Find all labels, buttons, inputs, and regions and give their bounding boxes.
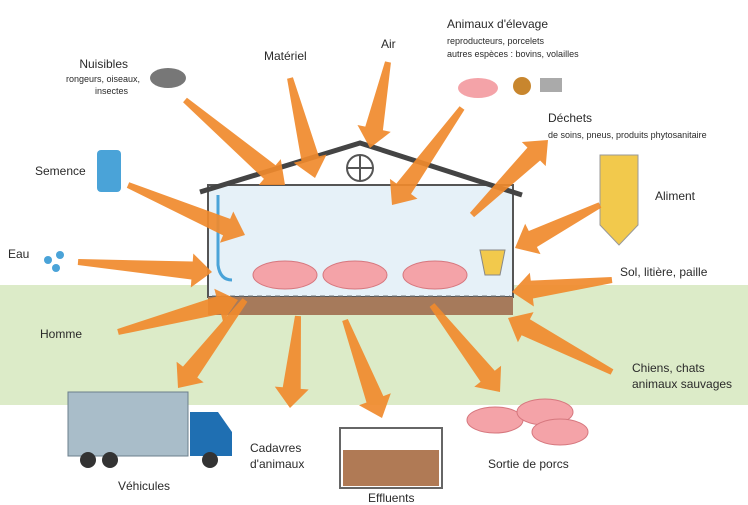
details: de soins, pneus, produits phytosanitaire (548, 130, 707, 140)
label: Aliment (655, 189, 696, 203)
eau-icon (44, 251, 64, 272)
feeder (480, 250, 505, 275)
arrow (78, 254, 212, 288)
details: reproducteurs, porcelets (447, 36, 545, 46)
label: Chiens, chats (632, 361, 705, 375)
label: Nuisibles (79, 57, 128, 71)
details: d'animaux (250, 457, 304, 471)
arrow (515, 202, 601, 254)
label: Homme (40, 327, 82, 341)
label: Déchets (548, 111, 592, 125)
page: {"nuisibles": {"label": "Nuisibles", "de… (0, 0, 748, 505)
label: Air (381, 37, 396, 51)
hen-icon (513, 77, 531, 95)
label: Eau (8, 247, 29, 261)
arrow (357, 61, 390, 148)
silo-icon (600, 155, 638, 245)
semence-icon (97, 150, 121, 192)
label: Matériel (264, 49, 307, 63)
label: Cadavres (250, 441, 301, 455)
label: Effluents (368, 491, 414, 505)
label: Véhicules (118, 479, 170, 493)
rat-icon (150, 68, 186, 88)
label: Sortie de porcs (488, 457, 569, 471)
details: insectes (95, 86, 129, 96)
pigs (253, 261, 467, 289)
pig-icon (458, 78, 498, 98)
label: Animaux d'élevage (447, 17, 548, 31)
effluent (343, 450, 439, 486)
goat-icon (540, 78, 562, 92)
details: animaux sauvages (632, 377, 732, 391)
details: autres espèces : bovins, volailles (447, 49, 579, 59)
arrow (183, 98, 285, 185)
label: Sol, litière, paille (620, 265, 708, 279)
details: rongeurs, oiseaux, (66, 74, 140, 84)
diagram: Nuisibles rongeurs, oiseaux, insectes Ma… (0, 0, 748, 505)
exit-pigs (467, 399, 588, 445)
label: Semence (35, 164, 86, 178)
floor (208, 297, 513, 315)
